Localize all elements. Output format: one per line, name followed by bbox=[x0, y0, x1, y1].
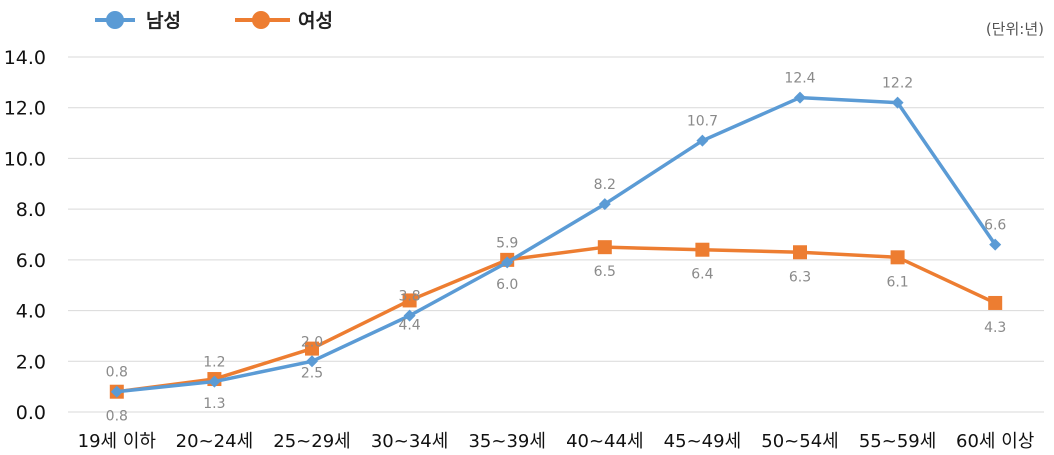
data-label-male: 8.2 bbox=[594, 177, 616, 193]
data-label-female: 2.5 bbox=[301, 366, 323, 382]
data-label-female: 1.3 bbox=[203, 396, 225, 412]
data-point-male bbox=[403, 309, 416, 322]
data-point-female bbox=[305, 341, 319, 356]
unit-label: (단위:년) bbox=[986, 20, 1044, 38]
data-point-male bbox=[891, 96, 904, 109]
data-label-male: 5.9 bbox=[496, 235, 518, 251]
legend-marker-male bbox=[106, 11, 124, 29]
data-label-male: 6.6 bbox=[984, 218, 1006, 234]
legend-marker-female bbox=[252, 11, 270, 29]
data-point-male bbox=[696, 134, 709, 147]
data-point-female bbox=[890, 250, 905, 265]
data-label-female: 4.3 bbox=[984, 320, 1006, 336]
data-label-female: 6.4 bbox=[691, 267, 713, 283]
y-tick-label: 14.0 bbox=[4, 47, 46, 69]
data-point-male bbox=[306, 355, 318, 368]
data-point-male bbox=[208, 375, 221, 388]
x-axis-ticks: 19세 이하 20~24세 25~29세 30~34세 35~39세 40~44세 45~4… bbox=[78, 431, 1035, 452]
x-tick-label: 45~49세 bbox=[664, 431, 741, 452]
grid-lines bbox=[68, 56, 1044, 413]
y-tick-label: 0.0 bbox=[16, 402, 46, 424]
data-label-male: 10.7 bbox=[687, 114, 718, 130]
x-tick-label: 55~59세 bbox=[859, 431, 936, 452]
data-label-female: 6.5 bbox=[594, 264, 616, 280]
data-point-male bbox=[598, 198, 611, 211]
data-point-male bbox=[794, 91, 806, 104]
data-label-female: 0.8 bbox=[106, 409, 128, 425]
legend: 남성 여성 bbox=[95, 10, 333, 32]
data-point-female bbox=[988, 295, 1003, 310]
data-point-male bbox=[501, 256, 514, 269]
x-tick-label: 19세 이하 bbox=[78, 431, 157, 452]
y-tick-label: 10.0 bbox=[4, 148, 46, 170]
data-label-male: 2.0 bbox=[301, 334, 323, 350]
x-tick-label: 60세 이상 bbox=[956, 431, 1034, 452]
legend-label-female: 여성 bbox=[298, 10, 333, 32]
data-point-female bbox=[597, 240, 612, 255]
data-label-male: 12.4 bbox=[784, 71, 815, 87]
x-tick-label: 25~29세 bbox=[273, 431, 350, 452]
x-tick-label: 20~24세 bbox=[176, 431, 253, 452]
x-tick-label: 40~44세 bbox=[566, 431, 643, 452]
legend-item-male: 남성 bbox=[95, 10, 181, 32]
data-label-female: 4.4 bbox=[398, 317, 420, 333]
data-label-male: 1.2 bbox=[203, 355, 225, 371]
data-point-female bbox=[402, 293, 417, 308]
series-lines bbox=[109, 91, 1003, 399]
x-tick-label: 35~39세 bbox=[468, 431, 545, 452]
x-tick-label: 50~54세 bbox=[761, 431, 838, 452]
y-tick-label: 8.0 bbox=[16, 199, 46, 221]
y-axis-ticks: 0.0 2.0 4.0 6.0 8.0 10.0 12.0 14.0 bbox=[4, 47, 46, 424]
data-point-male bbox=[110, 385, 123, 398]
y-tick-label: 12.0 bbox=[4, 98, 46, 120]
series-line-male bbox=[116, 95, 997, 394]
series-line-female bbox=[116, 245, 996, 394]
data-label-female: 6.0 bbox=[496, 277, 518, 293]
legend-label-male: 남성 bbox=[146, 10, 181, 32]
data-point-female bbox=[695, 242, 710, 257]
data-label-female: 6.1 bbox=[886, 274, 908, 290]
y-tick-label: 2.0 bbox=[16, 351, 46, 373]
data-label-male: 3.8 bbox=[398, 289, 420, 305]
data-label-male: 12.2 bbox=[882, 76, 913, 92]
data-label-male: 0.8 bbox=[106, 365, 128, 381]
x-tick-label: 30~34세 bbox=[371, 431, 448, 452]
y-tick-label: 4.0 bbox=[16, 301, 46, 323]
data-labels: 0.8 1.2 2.0 3.8 5.9 8.2 10.7 12.4 12.2 6.6 0.8 1.3 2… bbox=[106, 71, 1007, 425]
data-point-female bbox=[793, 245, 807, 260]
data-label-female: 6.3 bbox=[789, 269, 811, 285]
y-tick-label: 6.0 bbox=[16, 250, 46, 272]
legend-item-female: 여성 bbox=[235, 10, 333, 32]
data-point-male bbox=[989, 238, 1002, 251]
